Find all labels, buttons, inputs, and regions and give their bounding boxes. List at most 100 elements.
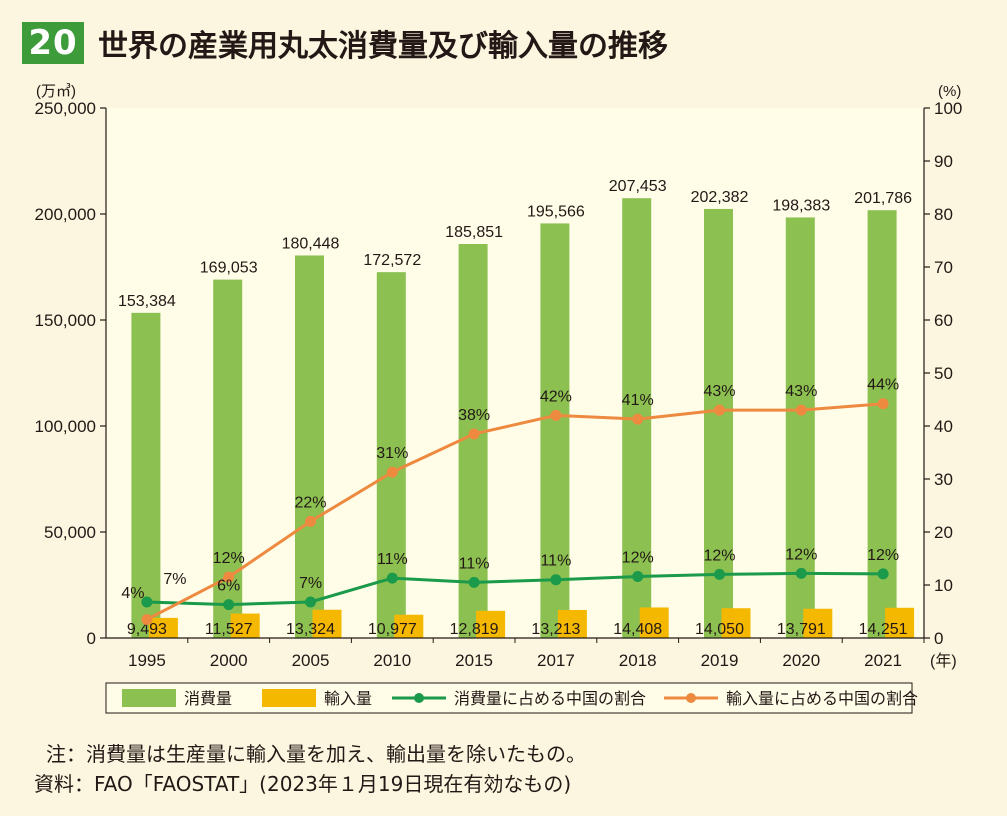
consumption-value-label: 202,382 — [691, 189, 749, 206]
consumption-share-label: 6% — [217, 578, 240, 595]
consumption-value-label: 172,572 — [363, 252, 421, 269]
import-share-point — [223, 571, 235, 583]
y-right-tick-label: 10 — [934, 576, 953, 595]
import-bar — [312, 609, 342, 638]
consumption-value-label: 207,453 — [609, 178, 667, 195]
consumption-value-label: 185,851 — [445, 224, 503, 241]
import-share-label: 12% — [213, 550, 245, 567]
consumption-bar — [704, 208, 733, 638]
import-bar — [476, 610, 506, 638]
import-bar — [394, 614, 424, 638]
y-right-unit: (%) — [938, 83, 961, 100]
x-tick-label: 2019 — [701, 651, 739, 670]
figure-number-badge: 20 — [22, 22, 84, 64]
import-value-label: 9,493 — [127, 621, 167, 638]
x-tick-label: 2005 — [292, 651, 330, 670]
import-share-label: 43% — [703, 383, 735, 400]
consumption-share-label: 11% — [540, 553, 571, 570]
consumption-bar — [785, 217, 815, 638]
import-value-label: 14,408 — [613, 621, 662, 638]
chart-note: 注：消費量は生産量に輸入量を加え、輸出量を除いたもの。 — [46, 742, 586, 766]
consumption-share-label: 7% — [299, 575, 322, 592]
chart-source: 資料：FAO「FAOSTAT」(2023年１月19日現在有効なもの) — [34, 772, 572, 796]
consumption-share-line — [146, 571, 884, 607]
x-tick-label: 2017 — [537, 651, 575, 670]
y-right-tick-label: 80 — [934, 205, 953, 224]
y-right-tick-label: 20 — [934, 523, 953, 542]
import-share-line — [146, 402, 884, 621]
consumption-value-label: 201,786 — [854, 190, 912, 207]
x-tick-label: 1995 — [128, 651, 166, 670]
import-value-label: 11,527 — [205, 621, 253, 638]
import-value-label: 13,324 — [286, 621, 335, 638]
consumption-share-point — [714, 568, 725, 580]
x-tick-label: 2021 — [864, 651, 902, 670]
import-bar — [148, 617, 178, 638]
consumption-bar — [295, 255, 324, 638]
import-share-point — [141, 613, 153, 625]
y-left-tick-label: 0 — [87, 629, 96, 648]
y-right-tick-label: 70 — [934, 258, 953, 277]
import-bar — [803, 608, 833, 638]
import-share-label: 38% — [458, 407, 490, 424]
import-value-label: 12,819 — [450, 621, 499, 638]
legend-import-share-marker — [686, 693, 696, 703]
import-share-point — [386, 466, 398, 478]
y-right-tick-label: 30 — [934, 470, 953, 489]
import-bar — [885, 607, 915, 638]
import-bar — [721, 608, 751, 638]
consumption-share-label: 11% — [459, 555, 490, 572]
consumption-share-point — [632, 571, 644, 583]
legend-import-swatch — [262, 689, 316, 707]
consumption-share-label: 12% — [703, 547, 735, 564]
y-right-tick-label: 60 — [934, 311, 953, 330]
y-left-tick-label: 50,000 — [44, 523, 96, 542]
import-share-point — [632, 413, 644, 425]
y-right-tick-label: 90 — [934, 152, 953, 171]
x-tick-label: 2015 — [455, 651, 493, 670]
consumption-share-point — [141, 596, 153, 608]
consumption-share-label: 12% — [785, 546, 817, 563]
consumption-share-label: 12% — [867, 547, 899, 564]
import-share-point — [877, 398, 889, 410]
x-tick-label: 2010 — [373, 651, 411, 670]
consumption-share-point — [305, 596, 316, 608]
consumption-bar — [458, 243, 488, 638]
x-tick-label: 2020 — [782, 651, 820, 670]
consumption-share-point — [223, 599, 235, 611]
import-share-point — [714, 404, 725, 416]
import-share-label: 44% — [867, 377, 899, 394]
consumption-share-label: 4% — [121, 585, 144, 602]
import-share-label: 7% — [163, 571, 186, 588]
consumption-value-label: 180,448 — [282, 235, 340, 252]
y-right-tick-label: 100 — [934, 99, 962, 118]
consumption-bar — [867, 210, 897, 638]
consumption-bar — [540, 223, 570, 638]
consumption-bar — [131, 312, 161, 638]
consumption-value-label: 153,384 — [118, 293, 176, 310]
import-bar — [639, 607, 669, 638]
consumption-share-point — [550, 574, 562, 586]
import-share-label: 22% — [294, 494, 326, 511]
consumption-share-point — [386, 572, 398, 584]
consumption-share-point — [877, 568, 889, 580]
import-share-point — [468, 428, 480, 440]
legend-consumption-label: 消費量 — [184, 690, 232, 708]
import-bar — [557, 609, 587, 638]
import-share-point — [795, 404, 807, 416]
legend-box — [105, 682, 913, 714]
import-value-label: 13,791 — [777, 621, 826, 638]
import-value-label: 13,213 — [531, 621, 580, 638]
legend-import-share-label: 輸入量に占める中国の割合 — [726, 690, 918, 708]
consumption-share-point — [468, 576, 480, 588]
chart-title: 世界の産業用丸太消費量及び輸入量の推移 — [98, 29, 668, 64]
chart: 0 50,000 100,000 150,000 200,000 250,000(万㎥) 0… — [35, 83, 962, 714]
y-right-tick-label: 50 — [934, 364, 953, 383]
y-left-tick-label: 100,000 — [35, 417, 96, 436]
legend-import-label: 輸入量 — [324, 690, 372, 708]
import-bar — [230, 613, 260, 638]
import-share-label: 43% — [785, 383, 817, 400]
y-left-tick-label: 250,000 — [35, 99, 96, 118]
import-value-label: 10,977 — [368, 621, 417, 638]
import-share-label: 31% — [376, 445, 408, 462]
